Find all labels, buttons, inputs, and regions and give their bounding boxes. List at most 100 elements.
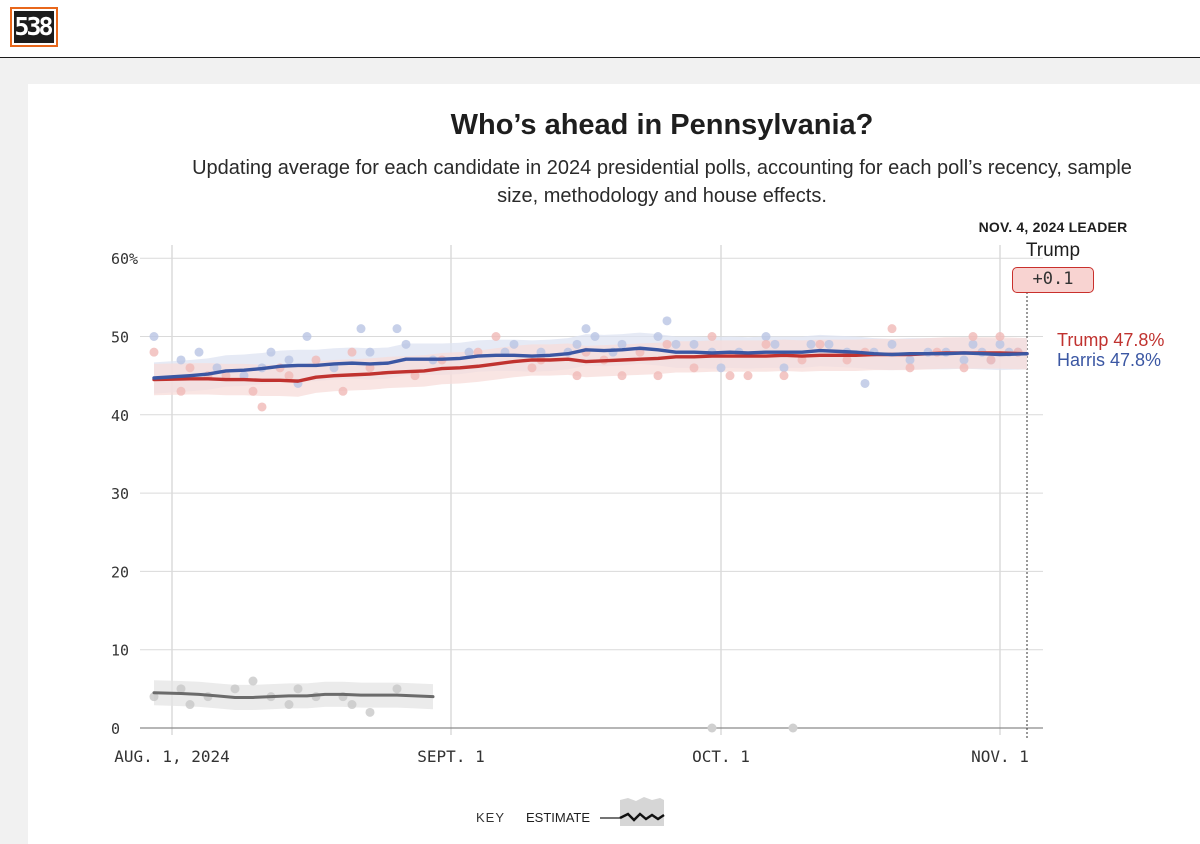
harris-poll-point xyxy=(689,339,699,349)
trump-poll-point xyxy=(338,386,348,396)
harris-poll-point xyxy=(194,347,204,357)
y-tick-label: 20 xyxy=(111,563,129,581)
other-poll-point xyxy=(347,700,357,710)
y-tick-label: 10 xyxy=(111,642,129,660)
trump-poll-point xyxy=(905,363,915,373)
harris-poll-point xyxy=(968,339,978,349)
harris-poll-point xyxy=(365,347,375,357)
trump-poll-point xyxy=(527,363,537,373)
y-tick-label: 30 xyxy=(111,485,129,503)
harris-poll-point xyxy=(905,355,915,365)
trump-poll-point xyxy=(185,363,195,373)
other-poll-point xyxy=(176,684,186,694)
harris-poll-point xyxy=(464,347,474,357)
harris-poll-point xyxy=(212,363,222,373)
harris-poll-point xyxy=(572,339,582,349)
trump-poll-point xyxy=(653,371,663,381)
harris-poll-point xyxy=(995,339,1005,349)
trump-poll-point xyxy=(257,402,267,412)
other-poll-point xyxy=(392,684,402,694)
harris-poll-point xyxy=(761,332,771,341)
y-tick-label: 0 xyxy=(111,720,120,738)
trump-poll-point xyxy=(761,339,771,349)
x-tick-label: SEPT. 1 xyxy=(417,747,484,766)
trump-poll-point xyxy=(779,371,789,381)
leader-heading: NOV. 4, 2024 LEADER xyxy=(978,219,1128,235)
trump-poll-point xyxy=(410,371,420,381)
x-tick-label: OCT. 1 xyxy=(692,747,750,766)
other-poll-point xyxy=(284,700,294,710)
trump-poll-point xyxy=(572,371,582,381)
harris-trend-line xyxy=(152,346,1029,380)
y-tick-label: 40 xyxy=(111,407,129,425)
chart-card xyxy=(28,84,1200,844)
trump-poll-point xyxy=(968,332,978,341)
harris-poll-point xyxy=(887,339,897,349)
trump-poll-point xyxy=(365,363,375,373)
harris-poll-point xyxy=(149,332,159,341)
harris-poll-point xyxy=(176,355,186,365)
trump-poll-point xyxy=(707,332,717,341)
trump-poll-point xyxy=(725,371,735,381)
harris-poll-point xyxy=(581,324,591,334)
harris-poll-point xyxy=(617,339,627,349)
chart-title: Who’s ahead in Pennsylvania? xyxy=(450,109,874,141)
harris-poll-point xyxy=(860,378,870,388)
harris-poll-point xyxy=(590,332,600,341)
harris-poll-point xyxy=(284,355,294,365)
trump-poll-point xyxy=(995,332,1005,341)
trump-poll-point xyxy=(347,347,357,357)
harris-poll-point xyxy=(779,363,789,373)
other-poll-point xyxy=(365,707,375,717)
other-poll-point xyxy=(293,684,303,694)
trump-poll-point xyxy=(662,339,672,349)
harris-poll-point xyxy=(356,324,366,334)
leader-name: Trump xyxy=(1025,240,1081,261)
harris-poll-point xyxy=(509,339,519,349)
harris-poll-point xyxy=(671,339,681,349)
trump-poll-point xyxy=(248,386,258,396)
harris-poll-point xyxy=(959,355,969,365)
harris-poll-point xyxy=(806,339,816,349)
harris-poll-point xyxy=(824,339,834,349)
other-poll-point xyxy=(149,692,159,702)
trump-poll-point xyxy=(959,363,969,373)
x-tick-label: AUG. 1, 2024 xyxy=(114,747,230,766)
harris-poll-point xyxy=(653,332,663,341)
leader-margin-badge: +0.1 xyxy=(1012,267,1094,293)
harris-poll-point xyxy=(770,339,780,349)
harris-series-label: Harris 47.8% xyxy=(1057,350,1162,370)
harris-poll-point xyxy=(662,316,672,326)
zero-poll-point xyxy=(707,723,717,733)
estimate-swatch-trend xyxy=(619,812,665,822)
estimate-label: ESTIMATE xyxy=(526,810,591,825)
trump-poll-point xyxy=(284,371,294,381)
harris-poll-point xyxy=(302,332,312,341)
other-trend-line xyxy=(152,691,435,699)
harris-poll-point xyxy=(392,324,402,334)
trump-poll-point xyxy=(842,355,852,365)
trump-poll-point xyxy=(743,371,753,381)
harris-poll-point xyxy=(716,363,726,373)
trump-poll-point xyxy=(617,371,627,381)
trump-poll-point xyxy=(176,386,186,396)
trump-poll-point xyxy=(149,347,159,357)
harris-poll-point xyxy=(266,347,276,357)
site-logo[interactable]: 538 xyxy=(10,7,58,47)
y-tick-label: 50 xyxy=(111,329,129,347)
trump-poll-point xyxy=(887,324,897,334)
trump-series-label: Trump 47.8% xyxy=(1057,330,1165,350)
trump-poll-point xyxy=(311,355,321,365)
zero-poll-point xyxy=(788,723,798,733)
key-label: KEY xyxy=(476,810,506,825)
y-tick-label: 60% xyxy=(111,250,138,268)
estimate-swatch-band xyxy=(620,797,664,826)
trump-poll-point xyxy=(797,355,807,365)
harris-poll-point xyxy=(401,339,411,349)
other-poll-point xyxy=(230,684,240,694)
chart-subtitle: Updating average for each candidate in 2… xyxy=(192,157,1132,207)
other-poll-point xyxy=(185,700,195,710)
trump-poll-point xyxy=(986,355,996,365)
trump-poll-point xyxy=(491,332,501,341)
trump-poll-point xyxy=(815,339,825,349)
